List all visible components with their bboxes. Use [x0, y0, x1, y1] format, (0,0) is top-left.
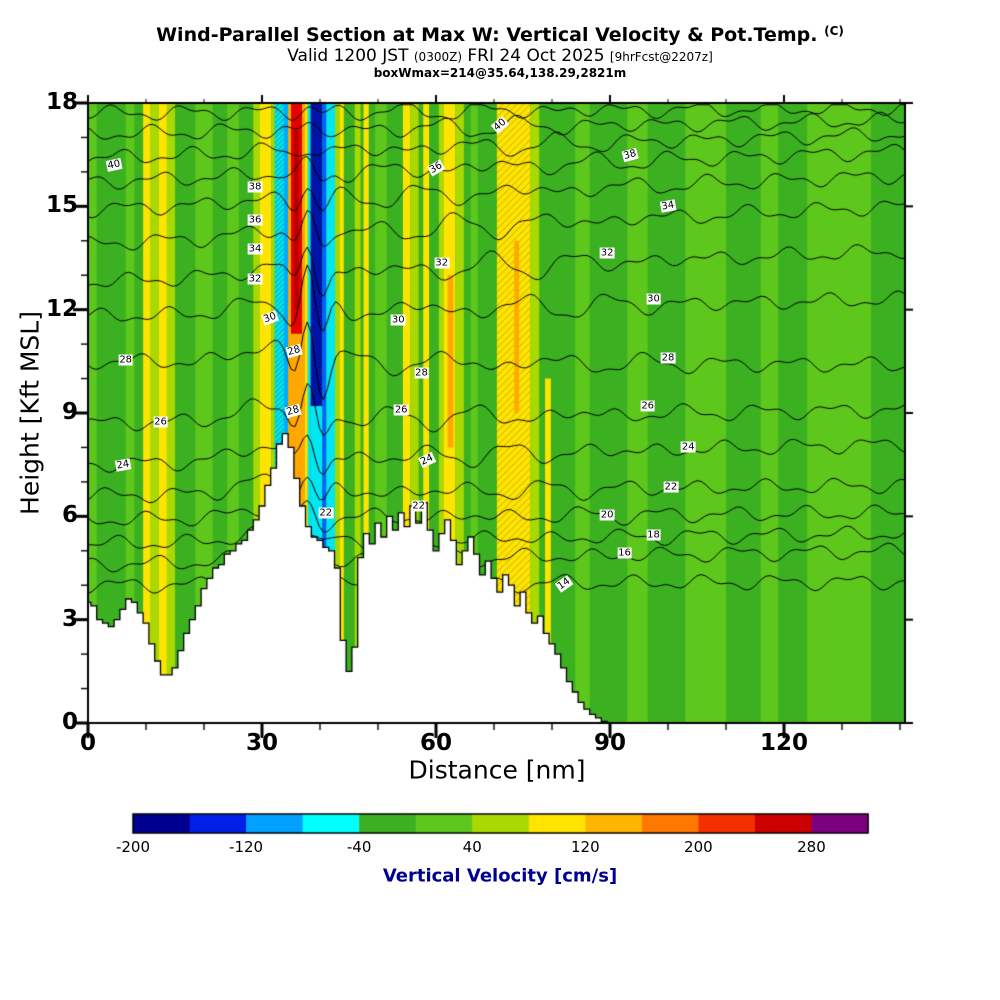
y-tick-label: 15	[45, 192, 78, 219]
contour-label: 28	[414, 367, 429, 379]
contour-label: 26	[393, 404, 409, 416]
y-tick-label: 3	[61, 605, 78, 632]
contour-label: 34	[247, 243, 263, 255]
colorbar-tick-label: 120	[570, 838, 600, 856]
contour-label: 18	[646, 529, 661, 541]
colorbar-label: Vertical Velocity [cm/s]	[382, 865, 618, 887]
title-units: (C)	[824, 24, 844, 38]
y-tick-label: 6	[61, 502, 78, 529]
contour-label: 28	[118, 354, 134, 366]
valid-time-text: Valid 1200 JST	[287, 46, 409, 67]
wmax-annotation: boxWmax=214@35.64,138.29,2821m	[373, 66, 627, 81]
forecast-hour-text: [9hrFcst@2207z]	[609, 50, 713, 65]
x-tick-label: 0	[79, 730, 97, 756]
contour-label: 38	[247, 181, 263, 193]
contour-label: 22	[318, 507, 334, 519]
y-tick-label: 18	[45, 88, 78, 115]
contour-label: 22	[663, 481, 679, 493]
x-tick-label: 90	[593, 730, 627, 756]
y-tick-label: 12	[45, 295, 78, 322]
zulu-time-text: (0300Z)	[413, 50, 462, 65]
contour-label: 24	[114, 457, 132, 472]
colorbar-tick-label: -120	[229, 838, 264, 856]
contour-label: 32	[434, 257, 450, 269]
contour-label: 22	[411, 500, 426, 512]
chart-header: Wind-Parallel Section at Max W: Vertical…	[0, 24, 1000, 81]
colorbar-tick-label: 200	[684, 838, 713, 856]
x-axis-label: Distance [nm]	[408, 755, 586, 785]
contour-label: 16	[617, 547, 632, 558]
contour-label: 26	[640, 400, 656, 412]
contour-label: 26	[153, 416, 168, 428]
contour-label: 20	[599, 509, 615, 521]
valid-time-subtitle: Valid 1200 JST (0300Z) FRI 24 Oct 2025 […	[0, 46, 1000, 66]
colorbar-tick-label: -200	[115, 838, 151, 856]
colorbar-tick-label: -40	[346, 838, 372, 856]
x-tick-label: 120	[759, 730, 809, 756]
contour-label: 36	[247, 214, 263, 226]
x-tick-label: 60	[419, 730, 453, 756]
title-text: Wind-Parallel Section at Max W: Vertical…	[156, 24, 818, 46]
colorbar-tick-label: 40	[462, 838, 482, 856]
contour-label: 30	[646, 293, 661, 305]
y-tick-label: 9	[61, 398, 78, 425]
contour-label: 24	[680, 441, 696, 453]
y-tick-label: 0	[61, 708, 78, 735]
colorbar-tick-label: 280	[797, 838, 826, 856]
page-title: Wind-Parallel Section at Max W: Vertical…	[0, 24, 1000, 46]
x-tick-label: 30	[245, 730, 279, 756]
contour-label: 32	[247, 273, 263, 285]
contour-label: 32	[599, 247, 615, 259]
valid-date-text: FRI 24 Oct 2025	[467, 46, 605, 67]
contour-label: 28	[660, 352, 676, 364]
contour-label: 30	[390, 314, 406, 326]
